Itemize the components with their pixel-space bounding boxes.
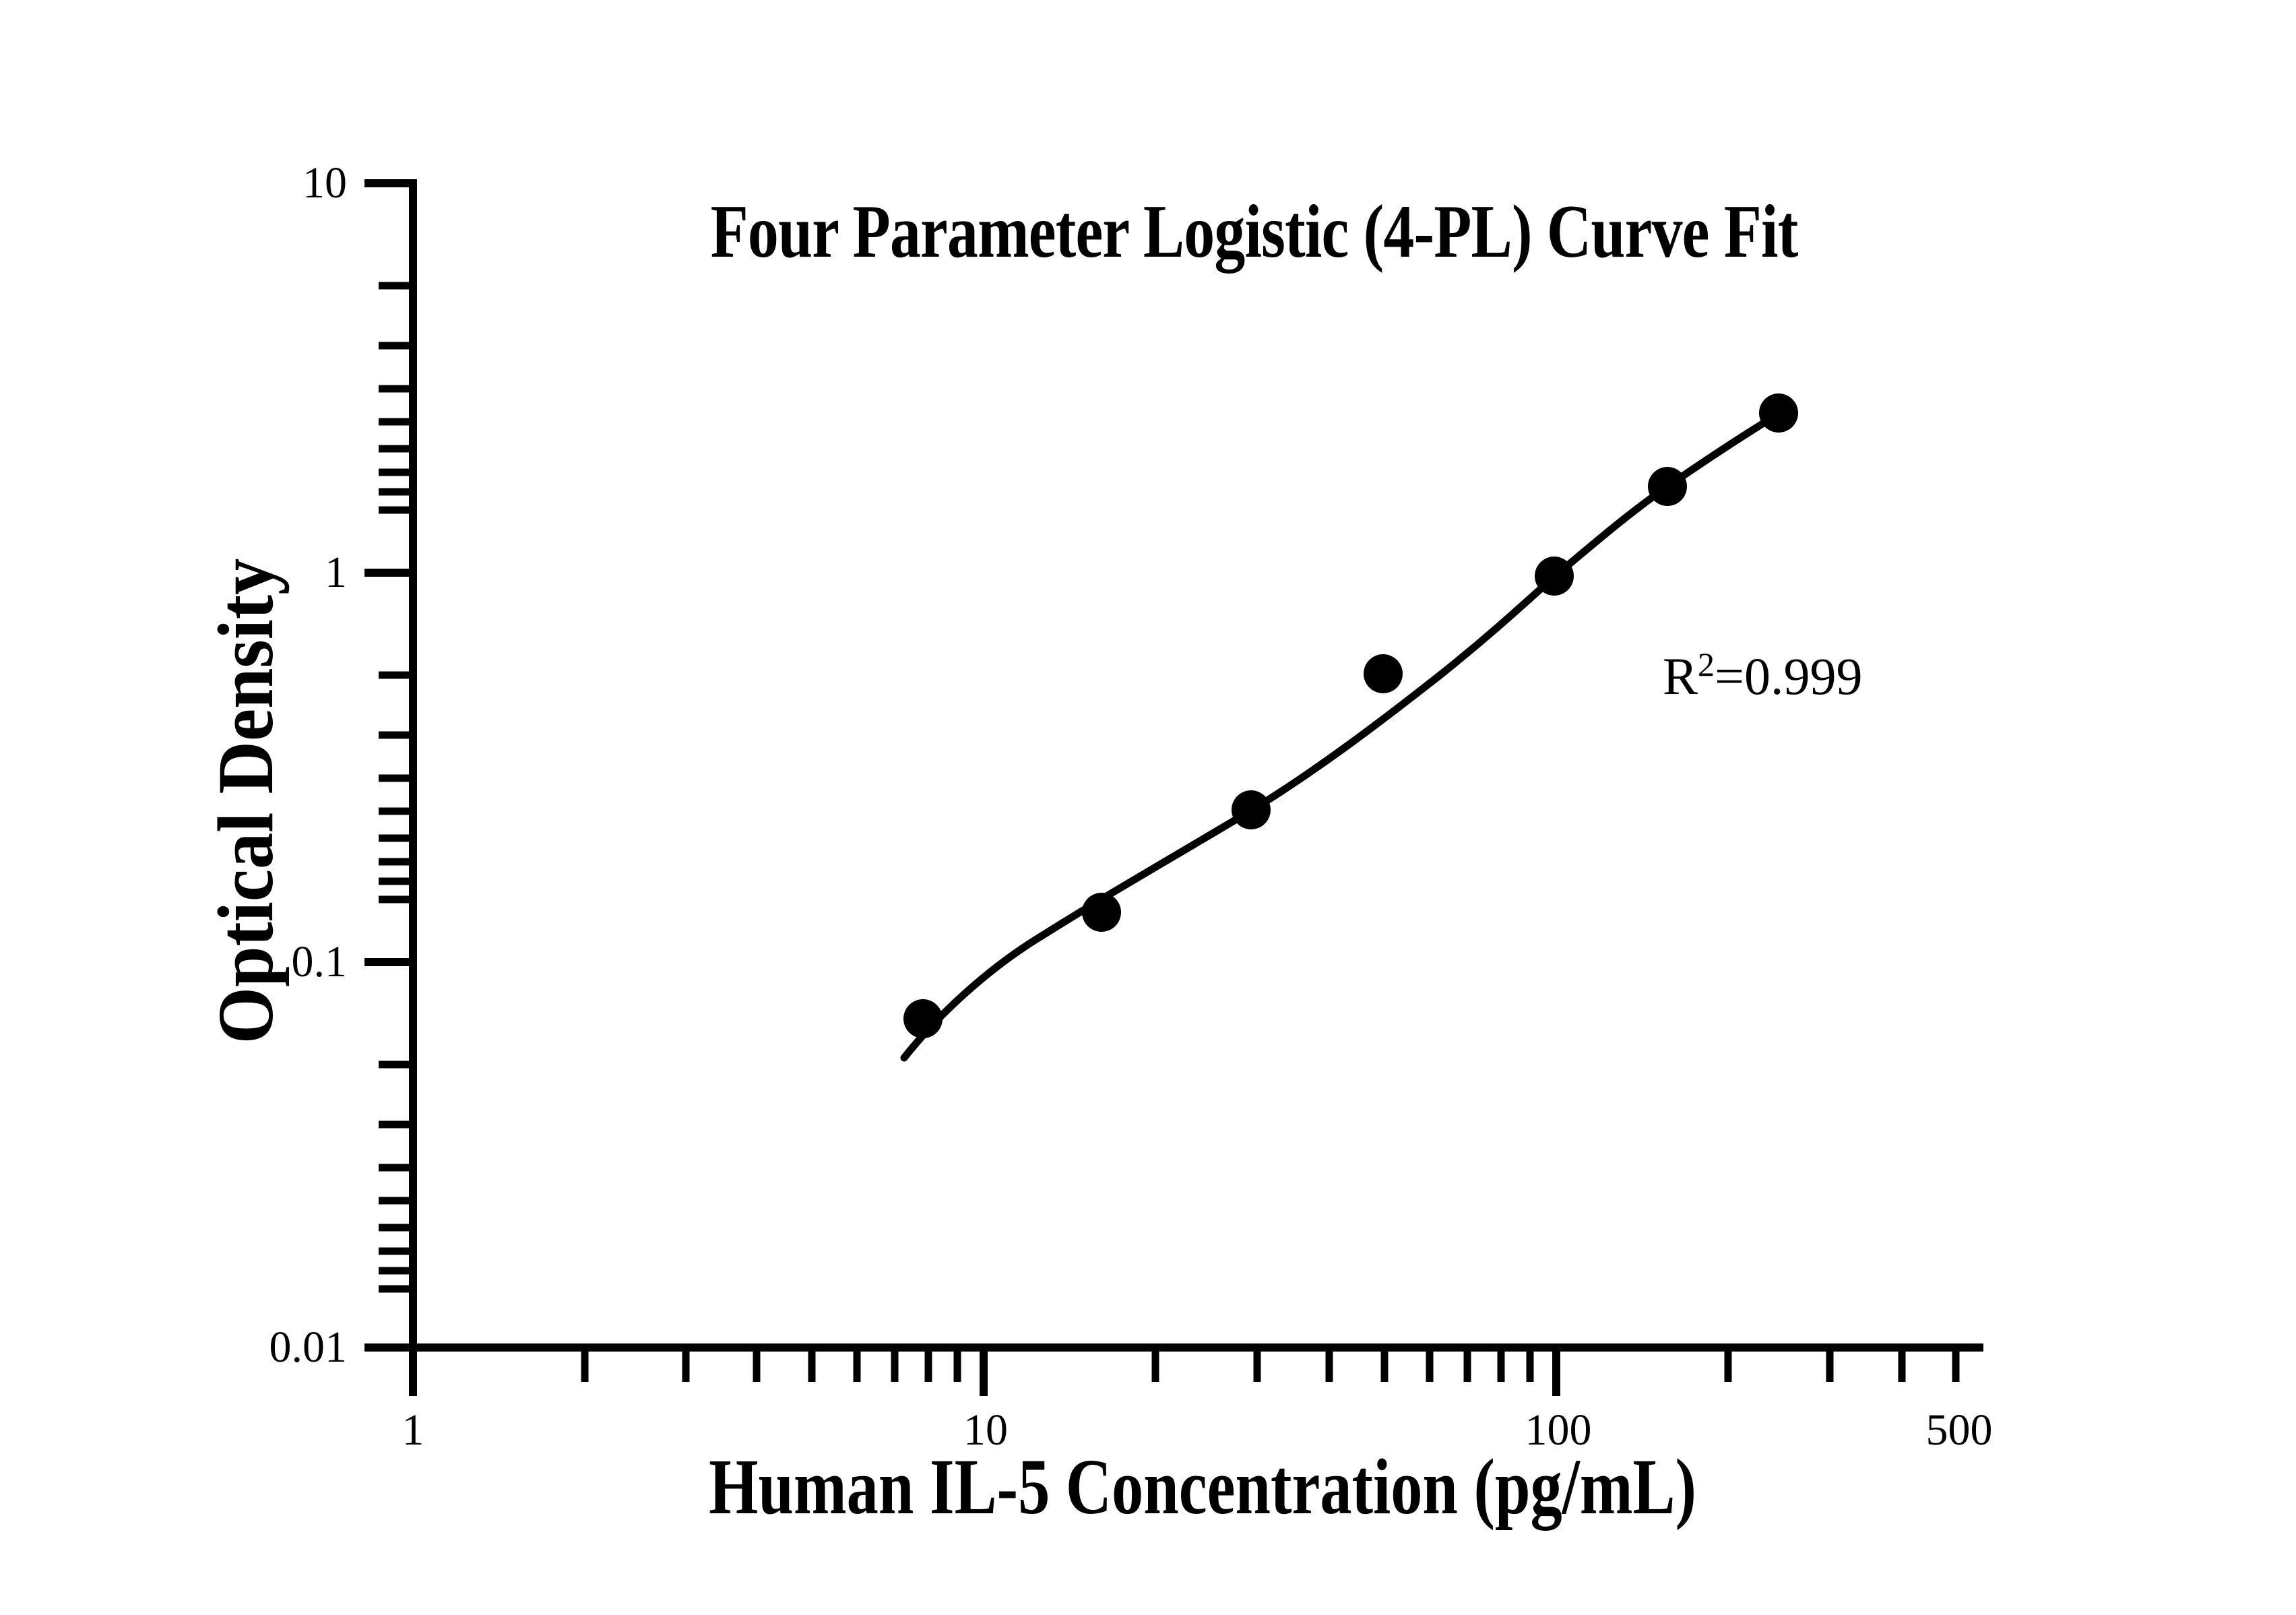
data-point bbox=[1759, 393, 1798, 433]
x-tick-label-500: 500 bbox=[1925, 1405, 1993, 1455]
fit-curve bbox=[900, 410, 1783, 1062]
y-tick-label-1: 1 bbox=[325, 548, 347, 597]
y-tick-label-0-1: 0.1 bbox=[291, 937, 348, 986]
r2-value: =0.999 bbox=[1715, 647, 1863, 705]
data-point bbox=[1364, 654, 1403, 693]
y-axis-major-ticks bbox=[364, 179, 413, 1352]
r2-annotation: R2=0.999 bbox=[1663, 647, 1863, 705]
chart-title: Four Parameter Logistic (4-PL) Curve Fit bbox=[710, 190, 1799, 274]
data-point bbox=[903, 999, 943, 1038]
x-axis-title: Human IL-5 Concentration (pg/mL) bbox=[709, 1443, 1696, 1531]
y-axis-minor-ticks bbox=[379, 282, 413, 1293]
axis-lines bbox=[409, 179, 1983, 1352]
x-tick-label-10: 10 bbox=[963, 1405, 1008, 1455]
y-tick-label-0-01: 0.01 bbox=[269, 1323, 348, 1372]
data-point bbox=[1082, 893, 1121, 932]
x-tick-label-100: 100 bbox=[1525, 1405, 1592, 1455]
data-point bbox=[1232, 790, 1271, 829]
r2-symbol: R bbox=[1663, 647, 1698, 705]
data-point bbox=[1648, 467, 1687, 506]
x-tick-label-1: 1 bbox=[402, 1405, 424, 1455]
x-axis-major-ticks bbox=[409, 1348, 1560, 1396]
data-point bbox=[1535, 557, 1574, 596]
x-axis-minor-ticks bbox=[581, 1348, 1960, 1382]
data-points bbox=[903, 393, 1798, 1038]
y-tick-label-10: 10 bbox=[302, 158, 347, 208]
r2-exponent: 2 bbox=[1698, 645, 1715, 683]
y-axis-title: Optical Density bbox=[201, 558, 290, 1044]
